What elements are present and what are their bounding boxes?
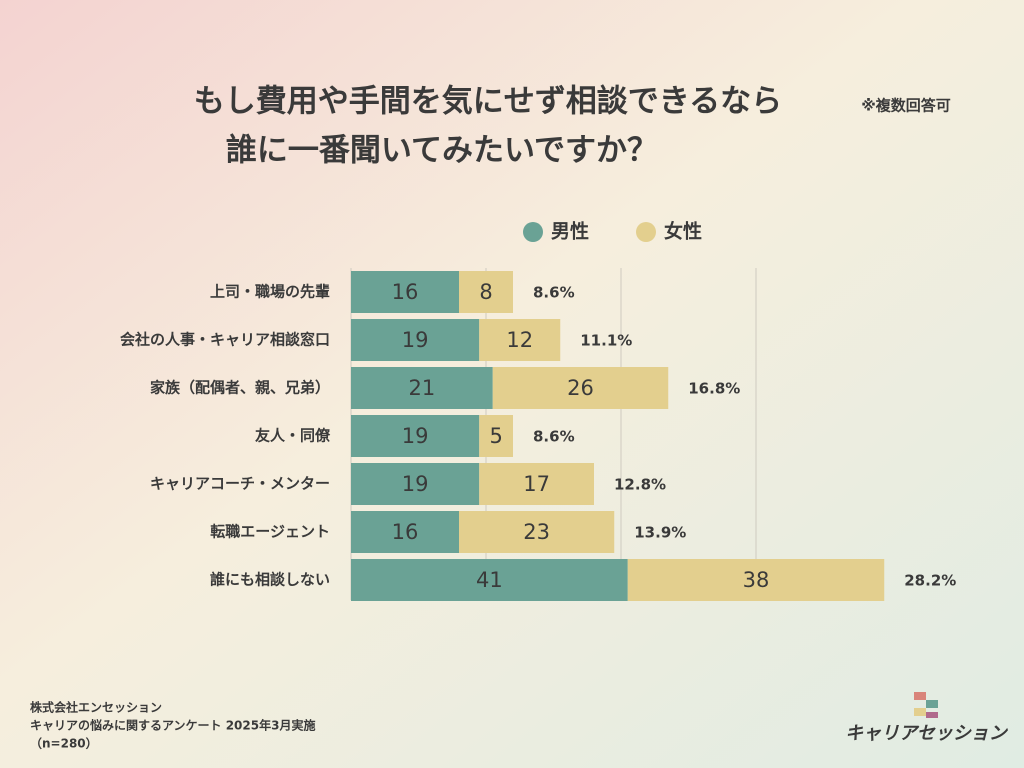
share-label: 8.6% (533, 284, 575, 302)
bar-segment (479, 463, 594, 505)
value-label: 38 (743, 568, 770, 592)
bar-segment (351, 271, 459, 313)
bar-segment (627, 559, 885, 601)
y-tick-label: 誰にも相談しない (210, 571, 330, 589)
logo-icon (914, 692, 938, 718)
y-tick-label: 家族（配偶者、親、兄弟） (150, 379, 330, 397)
bar-segment (351, 559, 628, 601)
bar-segment (351, 511, 459, 553)
value-label: 19 (402, 328, 429, 352)
share-label: 13.9% (634, 524, 686, 542)
bar-segment (479, 319, 561, 361)
share-label: 16.8% (688, 380, 740, 398)
value-label: 19 (402, 424, 429, 448)
value-label: 16 (392, 280, 419, 304)
share-label: 12.8% (614, 476, 666, 494)
value-label: 16 (392, 520, 419, 544)
bar-segment (351, 463, 480, 505)
y-tick-label: 友人・同僚 (255, 427, 331, 445)
bar-segment (351, 319, 480, 361)
value-label: 21 (409, 376, 436, 400)
legend-swatch (636, 222, 656, 242)
value-label: 12 (506, 328, 533, 352)
footer: （n=280） (30, 736, 98, 751)
legend-swatch (523, 222, 543, 242)
legend-label: 男性 (551, 220, 589, 243)
value-label: 17 (523, 472, 550, 496)
y-tick-label: 上司・職場の先輩 (210, 283, 330, 301)
y-tick-label: 会社の人事・キャリア相談窓口 (120, 331, 330, 349)
bar-segment (351, 415, 480, 457)
share-label: 8.6% (533, 428, 575, 446)
bar-segment (351, 367, 493, 409)
share-label: 28.2% (904, 572, 956, 590)
note: ※複数回答可 (861, 97, 951, 115)
legend-label: 女性 (664, 220, 702, 243)
value-label: 23 (523, 520, 550, 544)
bar-segment (459, 511, 615, 553)
bar-segment (492, 367, 669, 409)
value-label: 5 (489, 424, 502, 448)
value-label: 19 (402, 472, 429, 496)
bar-segment (479, 415, 513, 457)
footer: 株式会社エンセッション (30, 700, 162, 715)
value-label: 41 (476, 568, 503, 592)
y-tick-label: キャリアコーチ・メンター (150, 475, 330, 493)
title-line: 誰に一番聞いてみたいですか？ (226, 133, 658, 169)
title-line: もし費用や手間を気にせず相談できるなら (194, 84, 782, 120)
logo: キャリアセッション (845, 723, 1009, 744)
value-label: 26 (567, 376, 594, 400)
bar-segment (459, 271, 513, 313)
share-label: 11.1% (580, 332, 632, 350)
footer: キャリアの悩みに関するアンケート 2025年3月実施 (30, 718, 315, 733)
value-label: 8 (479, 280, 492, 304)
y-tick-label: 転職エージェント (210, 523, 330, 541)
